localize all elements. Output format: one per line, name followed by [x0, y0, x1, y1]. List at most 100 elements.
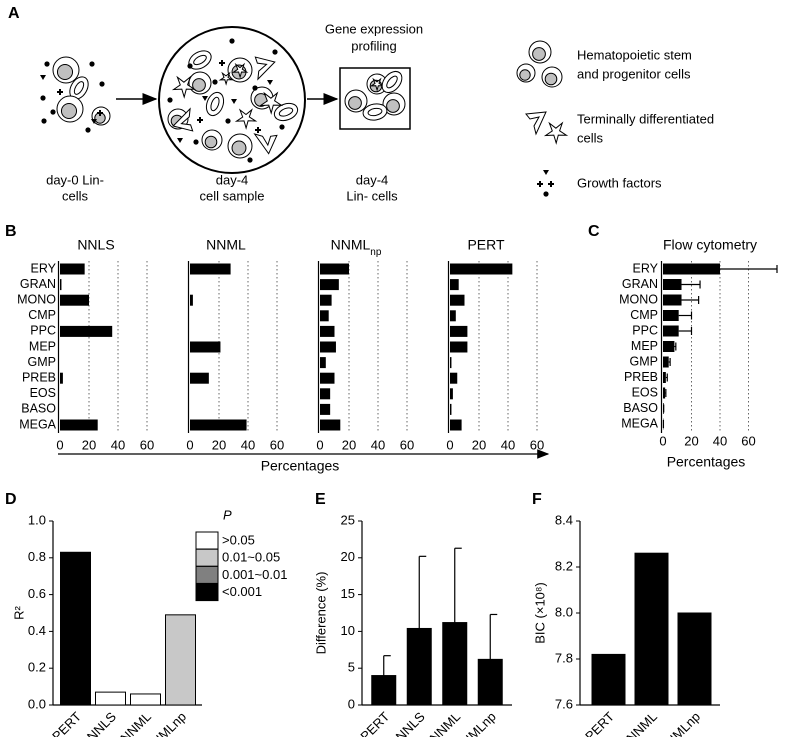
- legend-label: 0.001~0.01: [222, 567, 287, 582]
- bar: [190, 263, 231, 275]
- growth-factor: [177, 138, 183, 143]
- sample-box: [339, 67, 411, 130]
- y-tick-label: CMP: [630, 308, 658, 322]
- label: profiling: [351, 38, 397, 53]
- bar: [663, 263, 720, 275]
- red-cell-inner: [386, 75, 398, 89]
- y-axis-label: BIC (×10⁸): [532, 582, 547, 643]
- x-tick-label: 40: [501, 437, 515, 452]
- growth-factor: [548, 181, 554, 187]
- y-tick-label: GRAN: [20, 277, 56, 291]
- differentiated-cell: [231, 62, 249, 79]
- bar: [320, 388, 331, 400]
- bar: [320, 341, 336, 353]
- bar: [190, 341, 221, 353]
- bar: [320, 294, 332, 306]
- growth-factor: [247, 157, 253, 163]
- y-tick-label: MEP: [631, 339, 658, 353]
- bar: [450, 403, 452, 415]
- growth-factor: [99, 81, 105, 87]
- x-tick-label: NNMLnp: [656, 709, 703, 737]
- differentiated-cell: [258, 91, 284, 115]
- nucleus: [532, 47, 546, 61]
- x-tick-label: NNML: [117, 709, 154, 737]
- red-cell: [362, 103, 388, 121]
- legend-label: Growth factors: [577, 175, 662, 190]
- growth-factor: [267, 80, 273, 85]
- bar: [60, 294, 89, 306]
- x-tick-label: 0: [56, 437, 63, 452]
- bar: [190, 294, 193, 306]
- error-bar: [678, 327, 693, 335]
- label: Lin- cells: [346, 188, 398, 203]
- legend-swatch: [195, 565, 219, 584]
- bar: [60, 279, 62, 291]
- bar: [60, 372, 63, 384]
- y-tick-label: 20: [341, 549, 355, 564]
- bar: [450, 341, 468, 353]
- y-tick-label: 0.2: [28, 660, 46, 675]
- bar: [450, 263, 513, 275]
- bar: [634, 552, 669, 706]
- x-tick-label: 20: [82, 437, 96, 452]
- y-tick-label: 15: [341, 586, 355, 601]
- growth-factor: [212, 79, 218, 85]
- x-tick-label: 40: [111, 437, 125, 452]
- differentiated-cell: [234, 108, 258, 130]
- error-bar: [665, 389, 667, 397]
- label: day-4: [216, 172, 249, 187]
- y-tick-label: MEP: [29, 339, 56, 353]
- x-tick-label: NNML: [427, 709, 464, 737]
- macrophage: [254, 56, 276, 81]
- y-tick-label: 7.8: [555, 650, 573, 665]
- growth-factor: [97, 110, 103, 116]
- y-axis-label: Difference (%): [313, 572, 328, 655]
- x-tick-label: 60: [400, 437, 414, 452]
- y-tick-label: PREB: [22, 370, 56, 384]
- nucleus: [192, 78, 206, 92]
- x-tick-label: NNML: [623, 709, 660, 737]
- x-tick-label: 60: [270, 437, 284, 452]
- bar: [450, 325, 468, 337]
- legend-title: P: [223, 507, 232, 522]
- red-cell-inner: [210, 96, 220, 112]
- label: day-4: [356, 172, 389, 187]
- legend-label: Hematopoietic stem: [577, 47, 692, 62]
- x-tick-label: 40: [241, 437, 255, 452]
- bar: [442, 622, 468, 706]
- growth-factor: [89, 61, 95, 67]
- growth-factor: [167, 97, 173, 103]
- panel-title: NNLS: [77, 237, 114, 253]
- red-cell: [205, 91, 225, 117]
- y-tick-label: PPC: [30, 324, 56, 338]
- x-tick-label: 40: [713, 433, 727, 448]
- growth-factor: [40, 75, 46, 80]
- legend-swatch: [195, 548, 219, 567]
- y-tick-label: 8.2: [555, 558, 573, 573]
- bar: [450, 372, 458, 384]
- bar: [320, 263, 349, 275]
- bar: [663, 310, 679, 321]
- error-bar: [720, 265, 778, 273]
- growth-factor: [202, 96, 208, 101]
- growth-factor: [225, 118, 231, 124]
- error-bar: [674, 342, 677, 351]
- bar: [165, 614, 196, 706]
- macrophage: [172, 107, 194, 132]
- panel-label: B: [5, 223, 17, 240]
- growth-factor: [40, 95, 46, 101]
- y-tick-label: 0.6: [28, 586, 46, 601]
- growth-factor: [41, 118, 47, 124]
- y-tick-label: 5: [348, 660, 355, 675]
- growth-factor: [537, 181, 543, 187]
- y-tick-label: 0.0: [28, 696, 46, 711]
- y-tick-label: GMP: [28, 355, 56, 369]
- y-tick-label: MONO: [619, 292, 658, 306]
- bar: [371, 675, 397, 706]
- y-tick-label: EOS: [632, 385, 658, 399]
- bar: [450, 310, 456, 322]
- y-tick-label: CMP: [28, 308, 56, 322]
- bar: [450, 357, 452, 369]
- red-cell-inner: [367, 107, 383, 117]
- growth-factor: [543, 191, 549, 197]
